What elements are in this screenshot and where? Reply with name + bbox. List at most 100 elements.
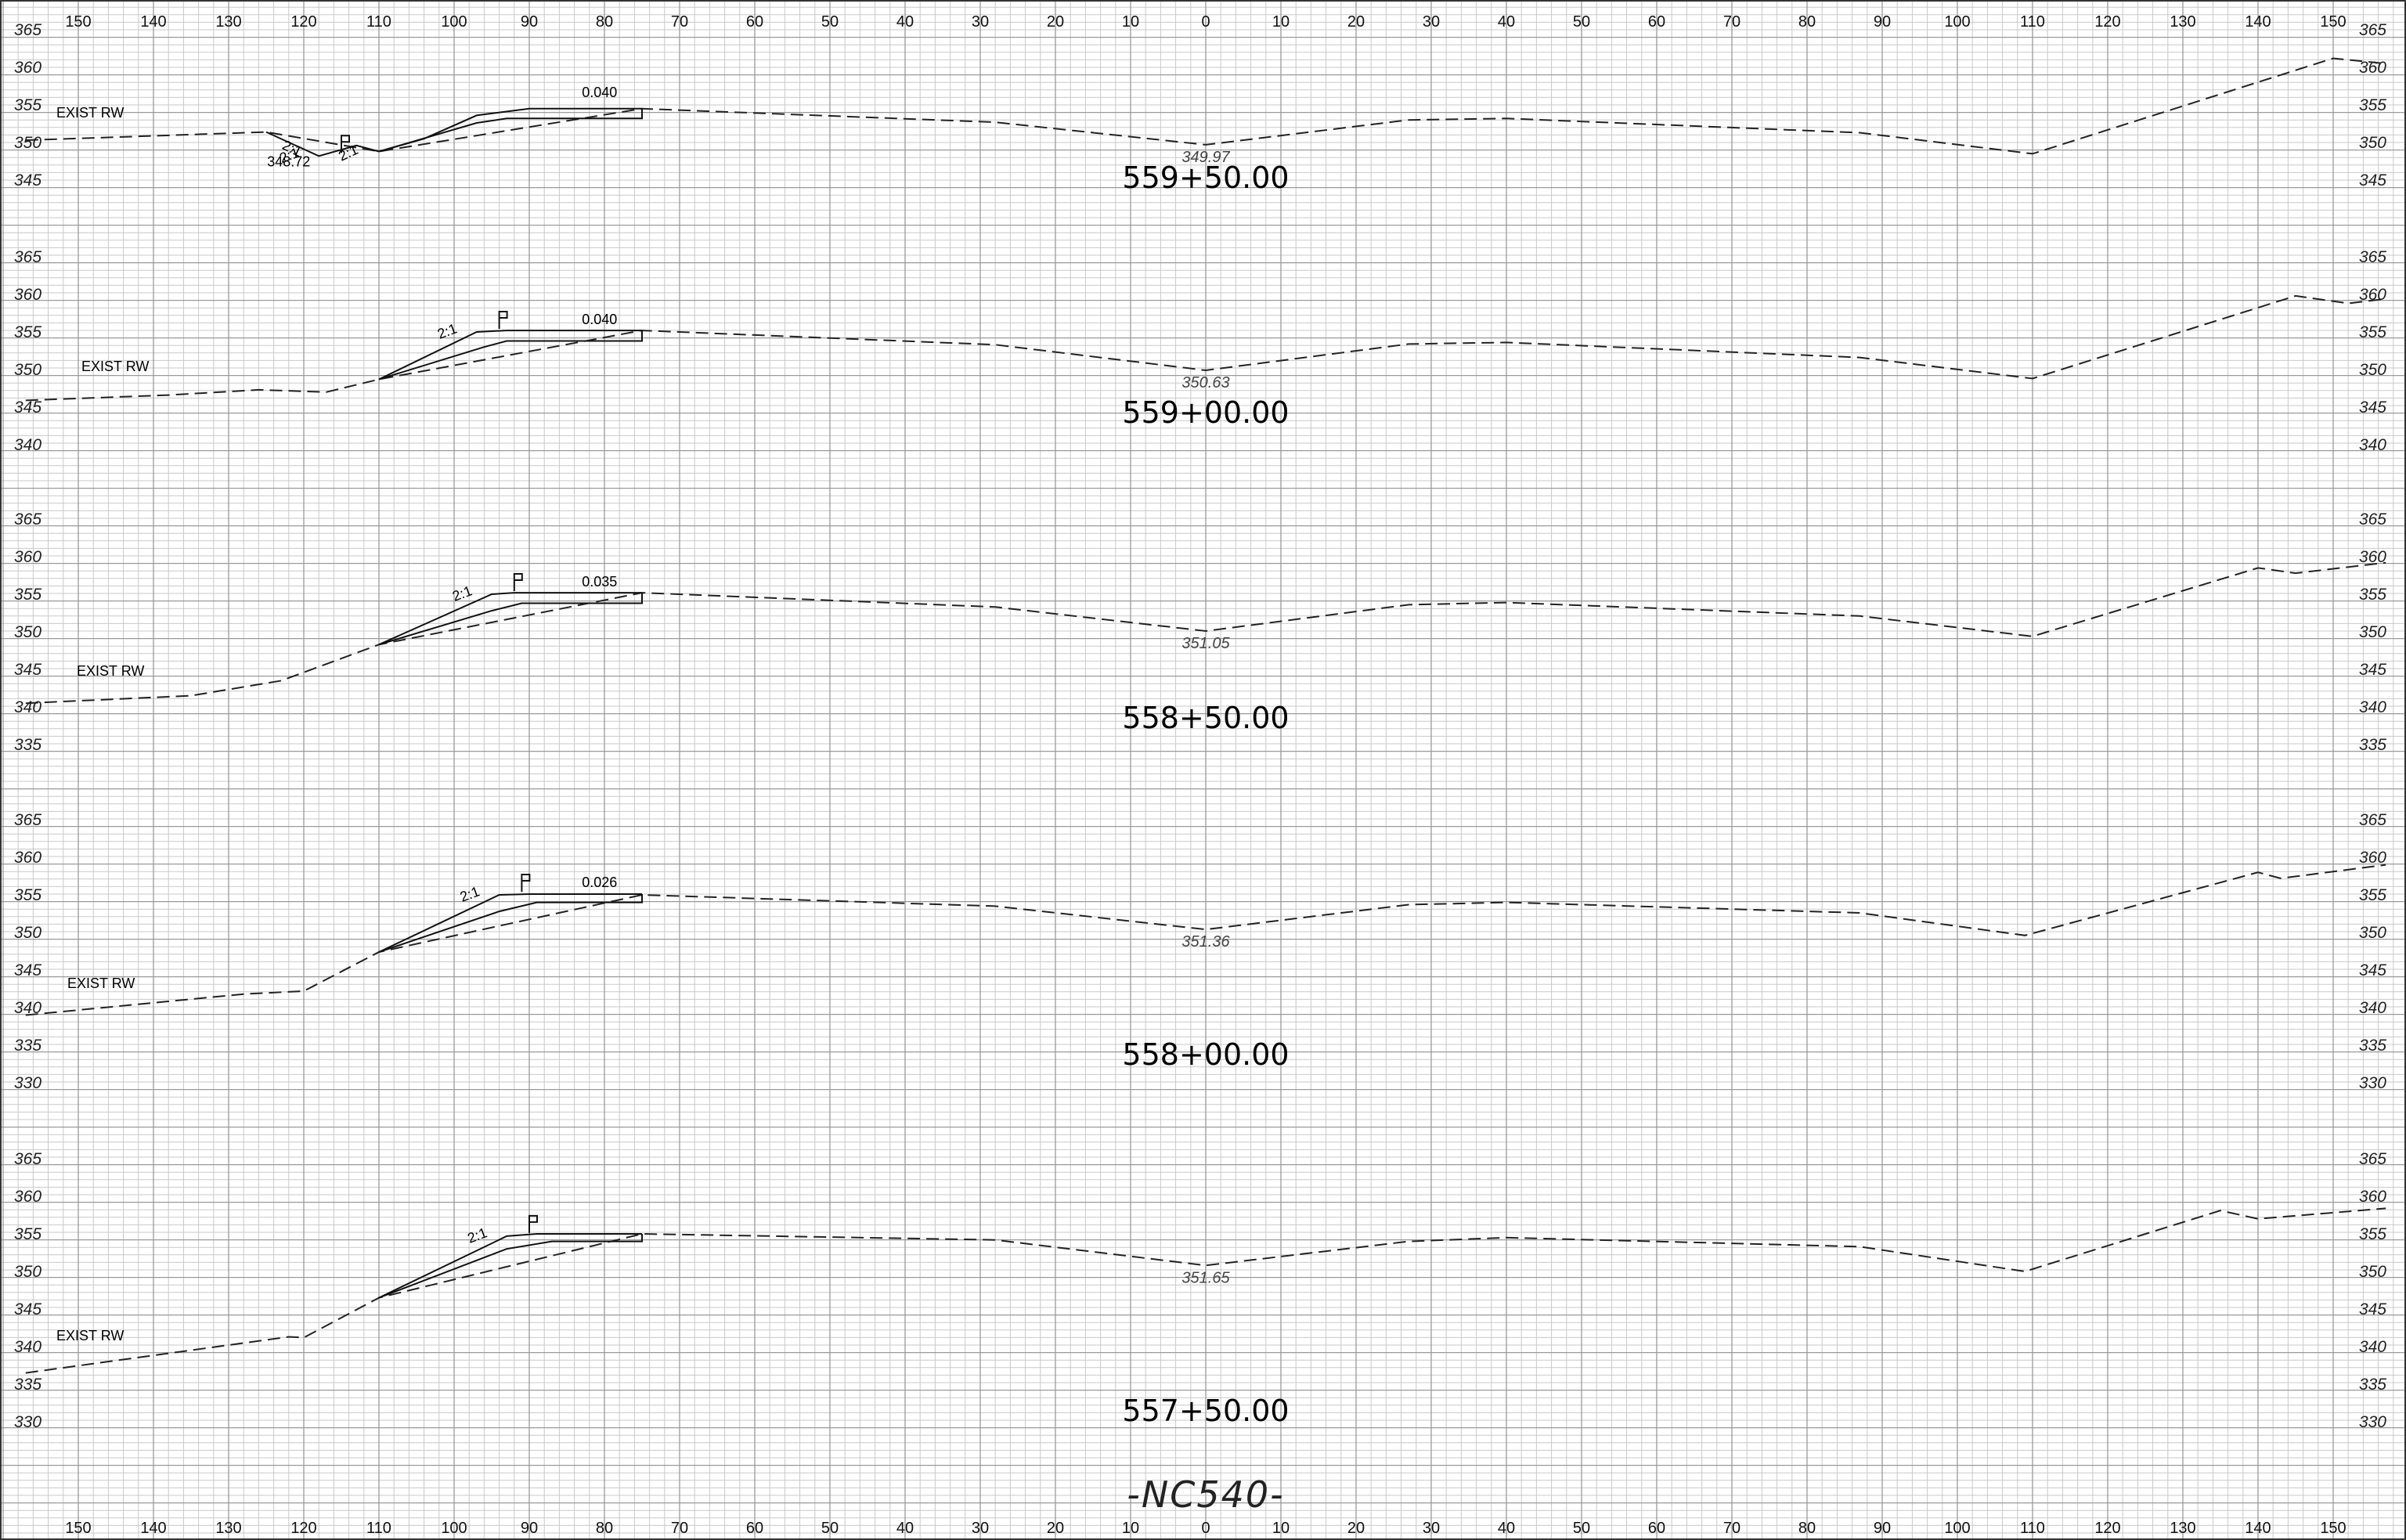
exist-rw-label: EXIST RW (81, 359, 149, 374)
exist-rw-label: EXIST RW (56, 105, 124, 121)
x-tick-label: 10 (1272, 13, 1290, 31)
x-tick-label: 40 (1498, 1520, 1515, 1537)
elev-label-left: 350 (14, 623, 41, 641)
elev-label-right: 365 (2359, 21, 2386, 39)
elev-label-left: 330 (14, 1413, 41, 1431)
exist-rw-label: EXIST RW (77, 663, 144, 679)
elev-label-left: 335 (14, 1037, 41, 1055)
elev-label-right: 335 (2359, 1376, 2386, 1394)
elev-label-left: 365 (14, 248, 41, 266)
x-tick-label: 130 (2170, 13, 2195, 31)
x-tick-label: 0 (1201, 1520, 1210, 1537)
x-tick-label: 110 (366, 1520, 391, 1537)
x-tick-label: 90 (1874, 13, 1891, 31)
station-label: 558+00.00 (1122, 1037, 1289, 1072)
x-tick-label: 150 (2320, 13, 2346, 31)
station-label: 559+50.00 (1122, 160, 1289, 195)
x-tick-label: 120 (290, 13, 316, 31)
elev-label-left: 350 (14, 1263, 41, 1281)
subgrade-line (378, 593, 643, 646)
elev-label-left: 340 (14, 698, 41, 716)
centerline-elev-label: 351.65 (1181, 1269, 1230, 1286)
elev-label-left: 355 (14, 1225, 41, 1243)
elev-label-left: 345 (14, 661, 41, 679)
x-tick-label: 50 (821, 13, 839, 31)
x-axis-bottom: 150 140 130 120 110 100 90 80 70 60 50 40 30 20 10 0 10 2… (65, 1520, 2346, 1537)
elev-label-right: 360 (2359, 548, 2386, 566)
x-tick-label: 130 (215, 1520, 241, 1537)
x-tick-label: 50 (1573, 13, 1590, 31)
station-label: 558+50.00 (1122, 701, 1289, 735)
x-tick-label: 30 (972, 13, 989, 31)
grade-point-flag-icon (528, 1214, 538, 1233)
elev-label-right: 345 (2359, 1300, 2386, 1318)
x-tick-label: 30 (1423, 13, 1440, 31)
x-tick-label: 110 (2020, 1520, 2045, 1537)
x-tick-label: 10 (1272, 1520, 1290, 1537)
elev-label-right: 335 (2359, 736, 2386, 754)
x-tick-label: 120 (290, 1520, 316, 1537)
elev-label-right: 360 (2359, 1188, 2386, 1206)
elev-label-left: 330 (14, 1074, 41, 1092)
exist-rw-label: EXIST RW (56, 1328, 124, 1343)
elev-label-left: 360 (14, 849, 41, 867)
existing-ground-line (25, 864, 2386, 1016)
design-grade-line (378, 1233, 642, 1299)
x-tick-label: 140 (140, 13, 166, 31)
existing-ground-line (25, 294, 2386, 402)
elev-label-left: 340 (14, 1338, 41, 1356)
elev-label-left: 345 (14, 961, 41, 979)
cross-slope-label: 0.035 (582, 574, 617, 590)
existing-ground-line (25, 561, 2386, 705)
station-label: 557+50.00 (1122, 1394, 1289, 1428)
elev-label-right: 340 (2359, 436, 2386, 454)
elev-label-right: 330 (2359, 1413, 2386, 1431)
x-tick-label: 140 (2245, 13, 2271, 31)
x-tick-label: 140 (140, 1520, 166, 1537)
elev-label-right: 350 (2359, 361, 2386, 379)
x-tick-label: 90 (1874, 1520, 1891, 1537)
cross-section-4: 365 365 360 360 355 355 350 350 345 345 340 340 335 3… (14, 1150, 2386, 1431)
elev-label-left: 365 (14, 811, 41, 829)
elev-label-right: 345 (2359, 171, 2386, 189)
x-tick-label: 50 (821, 1520, 839, 1537)
elev-label-right: 360 (2359, 849, 2386, 867)
elev-label-left: 355 (14, 886, 41, 904)
elev-label-left: 350 (14, 134, 41, 152)
x-tick-label: 150 (2320, 1520, 2346, 1537)
design-grade-line (378, 592, 642, 646)
elev-label-right: 355 (2359, 886, 2386, 904)
elev-label-right: 355 (2359, 96, 2386, 114)
x-tick-label: 90 (521, 1520, 538, 1537)
ditch-elev-label: 348.72 (267, 154, 310, 170)
centerline-elev-label: 351.36 (1181, 933, 1230, 950)
cross-section-2: 365 365 360 360 355 355 350 350 345 345 340 340 335 3… (14, 510, 2386, 754)
elev-label-right: 355 (2359, 1225, 2386, 1243)
elev-label-right: 360 (2359, 59, 2386, 77)
x-tick-label: 100 (441, 1520, 467, 1537)
x-tick-label: 20 (1347, 1520, 1365, 1537)
x-tick-label: 110 (2020, 13, 2045, 31)
cross-slope-label: 0.040 (582, 312, 617, 327)
x-axis-top: 150 140 130 120 110 100 90 80 70 60 50 40 30 20 10 0 10 2… (65, 13, 2346, 31)
elev-label-right: 365 (2359, 248, 2386, 266)
cross-slope-label: 0.026 (582, 875, 617, 890)
x-tick-label: 50 (1573, 1520, 1590, 1537)
elev-label-left: 335 (14, 1376, 41, 1394)
x-tick-label: 90 (521, 13, 538, 31)
elev-label-left: 365 (14, 1150, 41, 1168)
x-tick-label: 10 (1122, 13, 1139, 31)
x-tick-label: 130 (215, 13, 241, 31)
elev-label-left: 355 (14, 586, 41, 604)
x-tick-label: 120 (2094, 1520, 2120, 1537)
elev-label-left: 350 (14, 924, 41, 942)
subgrade-line (378, 108, 643, 153)
elev-label-left: 355 (14, 323, 41, 341)
exist-rw-label: EXIST RW (67, 976, 135, 991)
centerline-elev-label: 351.05 (1181, 635, 1230, 652)
design-grade-line (378, 893, 642, 953)
